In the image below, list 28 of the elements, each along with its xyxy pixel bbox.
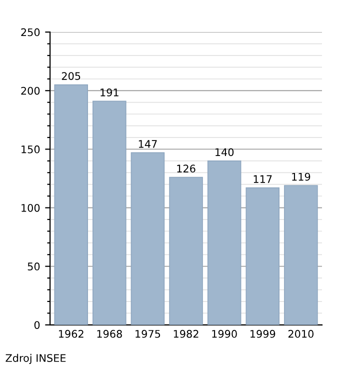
data-label: 126 [177,164,196,173]
x-tick-label: 1962 [59,330,84,338]
bar [130,152,165,325]
x-tick-label: 1975 [136,330,160,338]
data-label: 140 [216,148,234,156]
bar [284,185,318,325]
x-tick-label: 1982 [174,330,198,338]
y-tick-label: 0 [34,321,40,329]
x-tick-label: 2010 [288,330,314,338]
data-label: 117 [254,175,272,183]
x-tick-label: 1990 [212,330,237,338]
data-label: 119 [292,172,310,181]
bar [207,160,242,325]
data-label: 205 [62,72,80,80]
x-tick-label: 1999 [250,330,276,338]
data-label: 191 [100,88,118,96]
y-tick-label: 150 [22,145,40,154]
y-tick-label: 50 [28,262,40,270]
y-tick-label: 100 [22,204,40,212]
text: Zdroj INSEE [6,354,66,364]
bar [92,100,126,325]
x-tick-label: 1968 [97,330,122,338]
y-tick-label: 250 [21,28,40,36]
bar [169,176,203,325]
data-label: 147 [138,140,157,148]
bar [246,187,280,325]
bar [54,84,88,325]
y-tick-label: 200 [21,86,40,95]
